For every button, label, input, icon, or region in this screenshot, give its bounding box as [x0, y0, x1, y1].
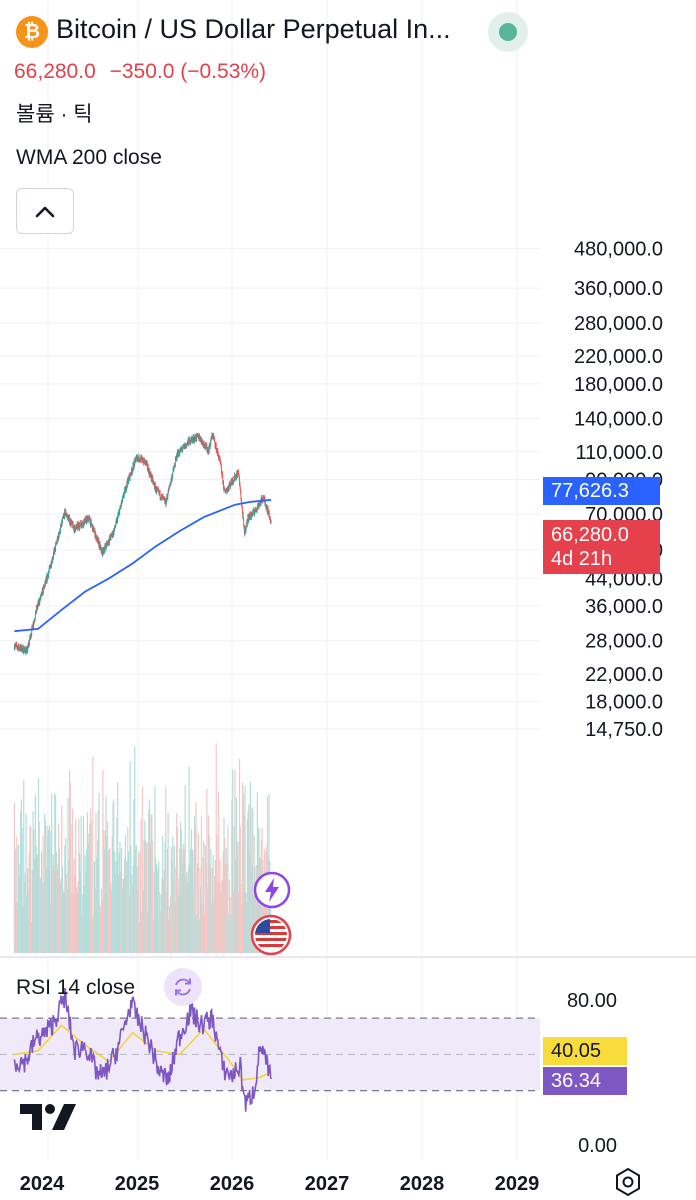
- status-dot-icon: [499, 23, 517, 41]
- price-tick-label: 14,750.0: [585, 719, 663, 741]
- price-tick-label: 280,000.0: [574, 313, 663, 335]
- chevron-up-icon: [35, 206, 55, 218]
- rsi-value-tag: 36.34: [543, 1067, 627, 1095]
- wma-200-line: [14, 499, 272, 633]
- price-tick-label: 28,000.0: [585, 631, 663, 653]
- rsi-line: [13, 987, 272, 1112]
- refresh-glyph-icon: [175, 978, 191, 996]
- time-tick-label: 2029: [495, 1173, 540, 1195]
- tradingview-logo[interactable]: [20, 1104, 76, 1132]
- refresh-icon[interactable]: [164, 968, 202, 1006]
- us-flag-icon[interactable]: [250, 914, 292, 956]
- grid: [0, 0, 696, 1160]
- last-price-tag: 66,280.0 4d 21h: [543, 520, 660, 574]
- wma-indicator-label[interactable]: WMA 200 close: [16, 146, 162, 169]
- wma-200-series: [14, 499, 272, 633]
- collapse-indicators-button[interactable]: [16, 188, 74, 234]
- price-tick-label: 36,000.0: [585, 596, 663, 618]
- bitcoin-icon: ₿: [16, 16, 48, 48]
- time-tick-label: 2024: [20, 1173, 65, 1195]
- price-tick-label: 480,000.0: [574, 238, 663, 260]
- price-tick-label: 22,000.0: [585, 664, 663, 686]
- last-price: 66,280.0: [14, 60, 96, 83]
- flash-icon[interactable]: [252, 870, 292, 910]
- price-change: −350.0 (−0.53%): [109, 60, 267, 83]
- rsi-ma-value-tag: 40.05: [543, 1037, 627, 1065]
- rsi-tick-label: 80.00: [567, 990, 617, 1012]
- rsi-series: [13, 987, 272, 1112]
- settings-icon[interactable]: [612, 1166, 644, 1198]
- volume-indicator-label[interactable]: 볼륨 · 틱: [16, 103, 93, 126]
- wma-value-tag: 77,626.3: [543, 477, 660, 505]
- bar-countdown: 4d 21h: [551, 548, 613, 570]
- time-tick-label: 2028: [400, 1173, 445, 1195]
- rsi-ma-line: [14, 1024, 272, 1081]
- candlestick-series: [13, 432, 272, 656]
- price-tick-label: 140,000.0: [574, 409, 663, 431]
- time-tick-label: 2025: [115, 1173, 160, 1195]
- last-price-tag-value: 66,280.0: [551, 524, 629, 546]
- price-tick-label: 220,000.0: [574, 346, 663, 368]
- time-tick-label: 2027: [305, 1173, 350, 1195]
- rsi-indicator-label[interactable]: RSI 14 close: [16, 976, 136, 999]
- price-tick-label: 18,000.0: [585, 692, 663, 714]
- rsi-tick-label: 0.00: [578, 1135, 617, 1157]
- volume-histogram: [13, 743, 272, 953]
- symbol-title[interactable]: Bitcoin / US Dollar Perpetual In...: [56, 14, 451, 44]
- time-axis[interactable]: 2024 2025 2026 2027 2028 2029: [20, 1173, 540, 1195]
- time-tick-label: 2026: [210, 1173, 255, 1195]
- price-tick-label: 110,000.0: [576, 442, 664, 464]
- market-status-indicator[interactable]: [488, 12, 528, 52]
- price-tick-label: 360,000.0: [574, 278, 663, 300]
- price-row: 66,280.0 −350.0 (−0.53%): [14, 60, 266, 84]
- rsi-axis: 80.00 0.00: [567, 990, 617, 1157]
- price-tick-label: 180,000.0: [574, 374, 663, 396]
